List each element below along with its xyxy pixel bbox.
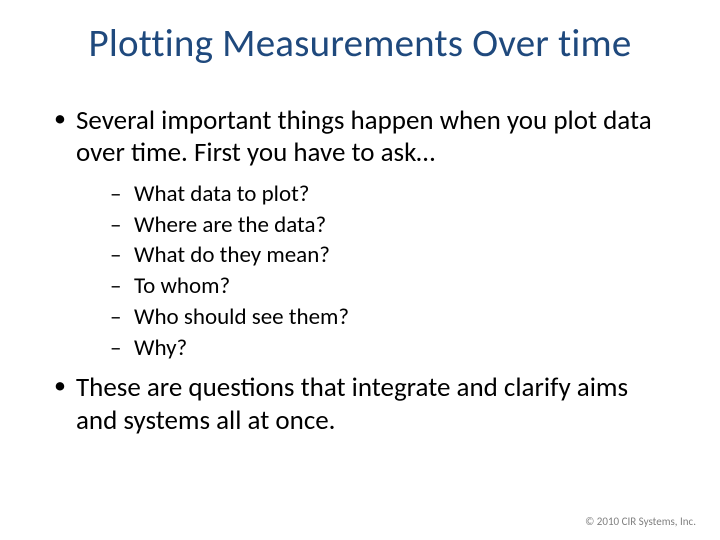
bullet-list: Several important things happen when you… — [48, 105, 672, 437]
sub-item: Why? — [76, 334, 672, 363]
sub-item-text: Why? — [134, 334, 187, 362]
sub-item-text: What data to plot? — [134, 180, 309, 208]
sub-item-text: What do they mean? — [134, 241, 330, 269]
sub-item-text: To whom? — [134, 272, 230, 300]
slide-container: Plotting Measurements Over time Several … — [0, 0, 720, 540]
sub-item: Where are the data? — [76, 211, 672, 240]
bullet-text: Several important things happen when you… — [76, 104, 652, 169]
sub-item-text: Who should see them? — [134, 303, 349, 331]
sub-item: Who should see them? — [76, 303, 672, 332]
sub-item: What do they mean? — [76, 241, 672, 270]
sub-list: What data to plot? Where are the data? W… — [76, 180, 672, 363]
sub-item: What data to plot? — [76, 180, 672, 209]
bullet-item: These are questions that integrate and c… — [48, 372, 672, 437]
bullet-text: These are questions that integrate and c… — [76, 371, 628, 436]
sub-item-text: Where are the data? — [134, 211, 326, 239]
slide-title: Plotting Measurements Over time — [48, 20, 672, 67]
footer-copyright: © 2010 CIR Systems, Inc. — [585, 515, 696, 528]
sub-item: To whom? — [76, 272, 672, 301]
bullet-item: Several important things happen when you… — [48, 105, 672, 362]
